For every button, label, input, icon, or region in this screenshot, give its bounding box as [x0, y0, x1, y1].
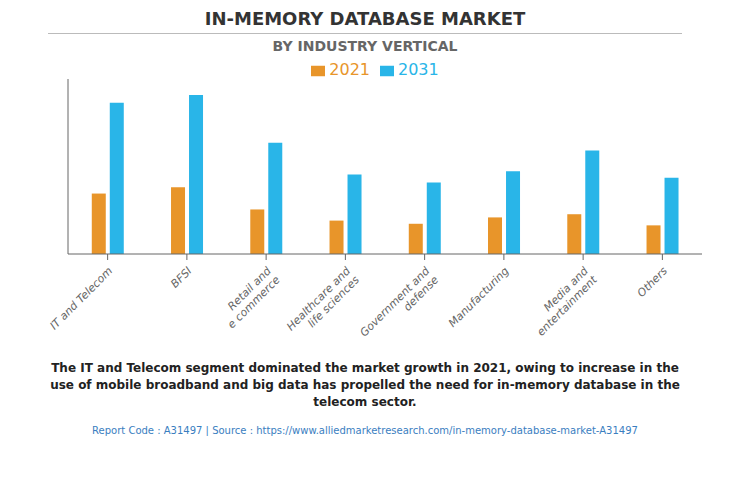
svg-text:BFSI: BFSI — [168, 264, 194, 290]
svg-text:Retail ande commerce: Retail ande commerce — [216, 264, 283, 331]
svg-text:Healthcare andlife sciences: Healthcare andlife sciences — [284, 264, 363, 343]
svg-text:IT and Telecom: IT and Telecom — [47, 264, 115, 332]
html-text:IN-MEMORY DATABASE MARKET: IN-MEMORY DATABASE MARKET — [204, 8, 526, 29]
html-text:BY INDUSTRY VERTICAL: BY INDUSTRY VERTICAL — [272, 38, 458, 54]
html-text:2021: 2021 — [329, 60, 370, 79]
svg-text:Manufacturing: Manufacturing — [446, 264, 512, 330]
html-text:Report Code : A31497 | Source: Report Code : A31497 | Source : https://… — [92, 425, 638, 436]
html-text:The IT and Telecom segment dom: The IT and Telecom segment dominated the… — [50, 361, 680, 409]
html-text:2031: 2031 — [398, 60, 439, 79]
svg-text:Others: Others — [635, 264, 671, 300]
svg-text:Media andentertainment: Media andentertainment — [526, 264, 601, 339]
svg-text:Government anddefense: Government anddefense — [357, 264, 442, 349]
